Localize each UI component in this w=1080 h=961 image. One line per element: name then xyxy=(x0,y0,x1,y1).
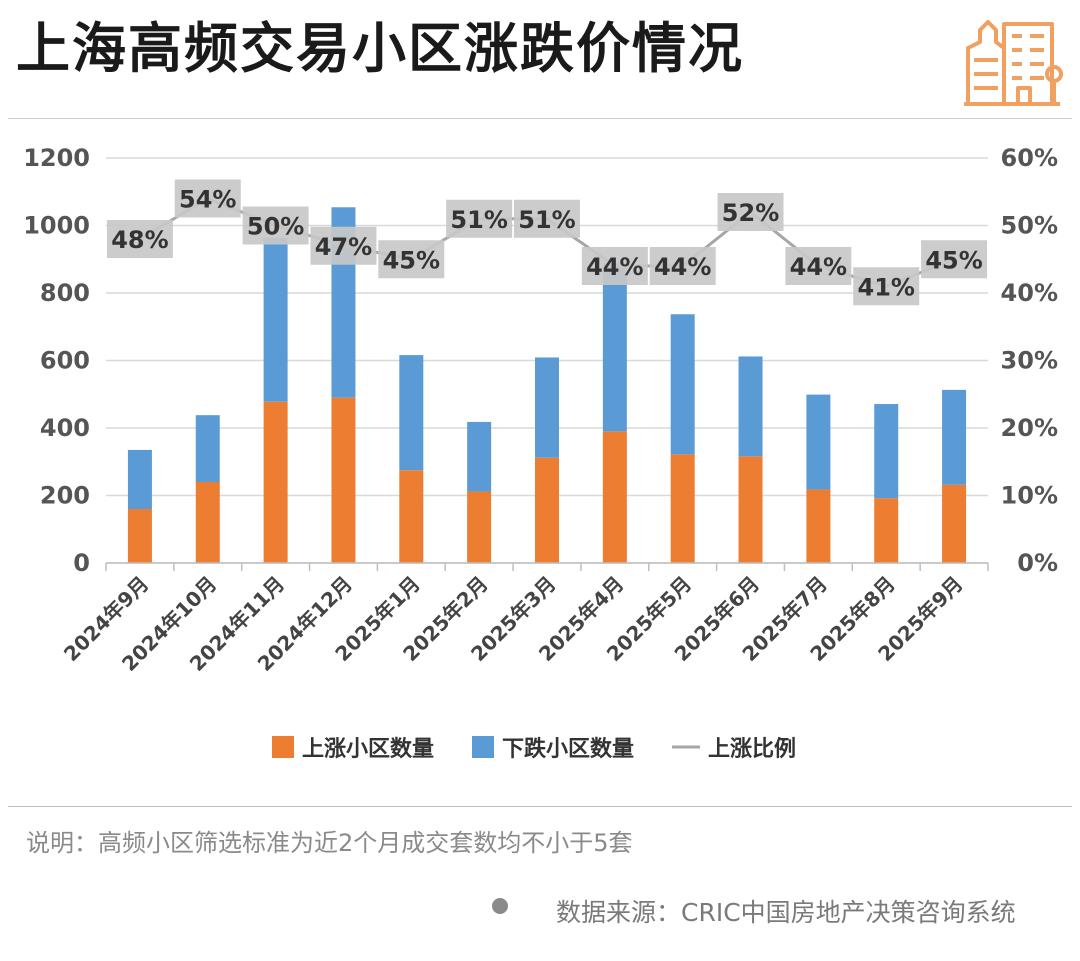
legend-label: 下跌小区数量 xyxy=(502,736,634,762)
y-right-tick-label: 40% xyxy=(1001,279,1058,307)
y-right-tick-label: 10% xyxy=(1001,482,1058,510)
ratio-label: 51% xyxy=(518,206,575,234)
ratio-label: 47% xyxy=(315,233,372,261)
ratio-label-box xyxy=(174,179,241,218)
ratio-label: 44% xyxy=(586,253,643,281)
bar-down xyxy=(738,356,763,457)
bar-up xyxy=(942,484,967,563)
y-left-tick-label: 200 xyxy=(40,482,90,510)
note-text: 说明：高频小区筛选标准为近2个月成交套数均不小于5套 xyxy=(26,829,633,857)
stacked-bar-line-chart: 48%54%50%47% 45%51% 51%44% 44%52%44%41%45% … xyxy=(23,144,1058,762)
header-divider xyxy=(8,118,1072,119)
ratio-label-box xyxy=(785,247,852,285)
building-logo-icon xyxy=(964,20,1063,106)
bar-up xyxy=(806,489,831,563)
y-left-tick-label: 0 xyxy=(73,549,90,577)
bar-up xyxy=(738,456,763,563)
bullet-dot-icon xyxy=(492,898,508,914)
legend: 上涨小区数量 下跌小区数量 上涨比例 xyxy=(272,736,796,762)
legend-swatch xyxy=(472,736,494,758)
bar-up xyxy=(195,482,220,563)
bar-down xyxy=(670,314,695,455)
ratio-label: 41% xyxy=(858,273,915,301)
bar-up xyxy=(602,431,627,563)
ratio-label-box xyxy=(581,247,648,285)
legend-swatch xyxy=(272,736,294,758)
ratio-label: 51% xyxy=(450,206,507,234)
bar-up xyxy=(331,397,356,563)
footer-divider xyxy=(8,806,1072,807)
ratio-label-box xyxy=(106,220,173,258)
bar-down xyxy=(195,415,220,482)
y-right-tick-label: 30% xyxy=(1001,347,1058,375)
ratio-label-box xyxy=(921,240,988,279)
bar-up xyxy=(467,491,492,563)
y-right-tick-label: 0% xyxy=(1017,549,1058,577)
y-left-tick-label: 1200 xyxy=(23,144,90,172)
ratio-label: 50% xyxy=(247,213,304,241)
ratio-label-box xyxy=(649,247,716,285)
bar-up xyxy=(263,401,288,563)
legend-label: 上涨小区数量 xyxy=(302,736,434,762)
y-right-tick-label: 50% xyxy=(1001,212,1058,240)
bars xyxy=(127,207,967,563)
ratio-line: 48% 54% 50% 47% 45% 51% 51% 44% 44% 52% 44% 41% 45% xyxy=(106,179,988,306)
y-left-tick-label: 800 xyxy=(40,279,90,307)
ratio-label-box xyxy=(242,206,309,245)
bar-down xyxy=(263,237,288,402)
bar-down xyxy=(942,389,967,485)
ratio-label-box xyxy=(853,267,920,306)
y-right-tick-label: 60% xyxy=(1001,144,1058,172)
source-text: 数据来源：CRIC中国房地产决策咨询系统 xyxy=(556,898,1016,927)
ratio-label-box xyxy=(310,226,377,265)
bar-down xyxy=(874,404,899,499)
bar-up xyxy=(535,457,559,563)
ratio-label: 45% xyxy=(925,246,982,274)
bar-down xyxy=(806,394,831,490)
ratio-label: 44% xyxy=(790,253,847,281)
ratio-label-box xyxy=(378,240,445,279)
bar-down xyxy=(127,449,152,509)
y-left-tick-label: 600 xyxy=(40,347,90,375)
ratio-label: 54% xyxy=(179,186,236,214)
ratio-label: 44% xyxy=(654,253,711,281)
ratio-label-box xyxy=(514,199,580,238)
ratio-label: 45% xyxy=(383,246,440,274)
bar-up xyxy=(874,498,899,563)
y-right-tick-label: 20% xyxy=(1001,414,1058,442)
bar-down xyxy=(467,421,492,492)
bar-up xyxy=(127,509,152,563)
y-left-tick-label: 400 xyxy=(40,414,90,442)
ratio-label-box xyxy=(446,199,513,238)
bar-up xyxy=(670,454,695,563)
ratio-label: 48% xyxy=(111,226,168,254)
legend-label: 上涨比例 xyxy=(708,737,796,762)
ratio-label: 52% xyxy=(722,199,779,227)
bar-down xyxy=(602,263,627,432)
ratio-label-box xyxy=(717,193,784,231)
y-left-tick-label: 1000 xyxy=(23,212,90,240)
bar-down xyxy=(535,357,559,458)
bar-down xyxy=(399,355,424,471)
page-title: 上海高频交易小区涨跌价情况 xyxy=(16,17,744,80)
bar-up xyxy=(399,470,424,563)
